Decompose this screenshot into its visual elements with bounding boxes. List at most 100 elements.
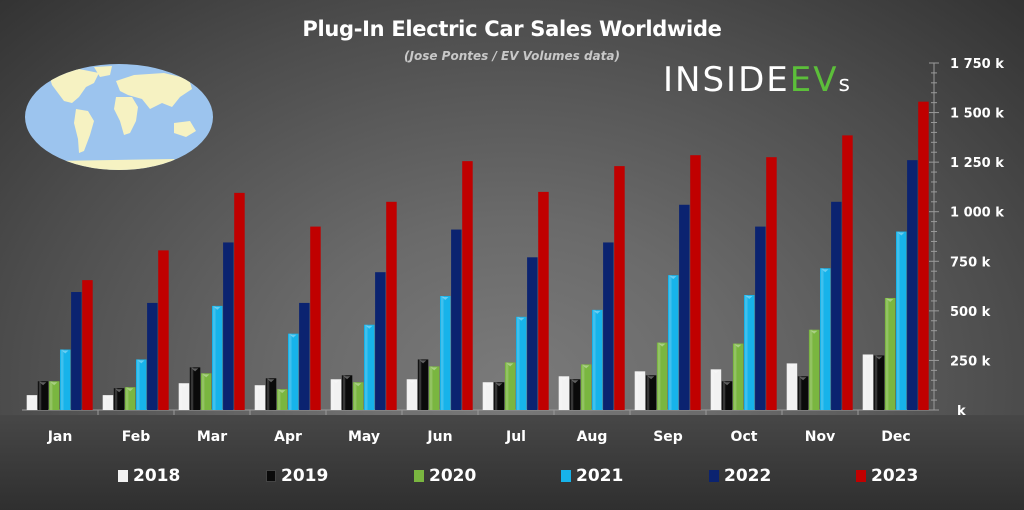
x-tick-label: Feb <box>122 429 151 445</box>
bar-2018-dec <box>862 354 874 410</box>
bar-bevel <box>419 360 427 364</box>
bar-2022-feb <box>147 302 158 410</box>
bar-2018-feb <box>102 395 114 410</box>
bar-2023-sep <box>690 155 701 410</box>
bar-highlight <box>190 367 194 410</box>
map-continents <box>44 66 196 170</box>
bar-bevel <box>408 380 416 384</box>
bar-2018-jun <box>406 379 418 410</box>
bar-2023-aug <box>614 166 625 410</box>
bar-bevel <box>723 382 731 386</box>
x-tick-label: Apr <box>274 429 302 445</box>
bar-highlight <box>342 375 346 410</box>
bar-2021-sep <box>668 275 679 410</box>
bar-highlight <box>722 381 726 410</box>
bar-bevel <box>366 325 373 329</box>
legend-label: 2023 <box>871 466 919 486</box>
world-map-icon <box>25 64 213 170</box>
bar-bevel <box>214 306 221 310</box>
bar-2018-sep <box>634 371 646 410</box>
bar-bevel <box>28 396 36 400</box>
bar-highlight <box>179 383 183 410</box>
bar-2019-may <box>341 375 353 410</box>
bar-2020-oct <box>732 343 744 410</box>
bar-bevel <box>191 368 199 372</box>
bar-2019-oct <box>721 381 733 410</box>
y-tick-label: 500 k <box>950 305 991 320</box>
bar-highlight <box>61 349 64 410</box>
bar-2019-feb <box>113 388 125 410</box>
legend-swatch <box>856 470 866 482</box>
bar-highlight <box>711 369 715 410</box>
bar-2019-aug <box>569 379 581 410</box>
bar-2019-apr <box>265 378 277 410</box>
bar-highlight <box>505 362 509 410</box>
bar-2018-jan <box>26 395 38 410</box>
bar-bevel <box>822 269 829 273</box>
y-tick-label: 250 k <box>950 354 991 369</box>
bar-2022-mar <box>223 242 234 410</box>
bar-highlight <box>517 316 520 410</box>
bar-bevel <box>506 363 514 367</box>
y-tick-label: 1 500 k <box>950 107 1004 122</box>
bar-highlight <box>581 364 585 410</box>
bar-2023-oct <box>766 157 777 410</box>
bar-2020-jan <box>48 381 60 410</box>
bar-2019-mar <box>189 367 201 410</box>
bar-2020-feb <box>124 387 136 410</box>
bar-bevel <box>50 382 58 386</box>
legend-item-2020: 2020 <box>414 466 476 486</box>
bar-2020-jun <box>428 366 440 410</box>
bar-highlight <box>733 343 737 410</box>
bar-2023-jun <box>462 161 473 410</box>
y-tick-label: 1 000 k <box>950 206 1004 221</box>
legend-swatch <box>561 470 571 482</box>
bar-bevel <box>875 356 883 360</box>
bar-2019-sep <box>645 375 657 410</box>
bar-highlight <box>365 324 368 410</box>
bar-highlight <box>201 373 205 410</box>
bar-highlight <box>635 371 639 410</box>
bar-2020-sep <box>656 342 668 410</box>
bar-2021-dec <box>896 231 907 410</box>
bar-bevel <box>571 380 579 384</box>
bar-2020-mar <box>200 373 212 410</box>
bar-2020-aug <box>580 364 592 410</box>
bar-bevel <box>746 295 753 299</box>
bar-bevel <box>886 298 894 302</box>
y-tick-label: k <box>957 404 966 419</box>
bar-highlight <box>745 294 748 410</box>
bar-bevel <box>712 370 720 374</box>
y-tick-label: 1 250 k <box>950 156 1004 171</box>
bar-highlight <box>407 379 411 410</box>
bar-bevel <box>267 379 275 383</box>
logo-text-ev: EV <box>789 60 839 100</box>
bar-highlight <box>897 231 900 410</box>
bar-2021-nov <box>820 268 831 410</box>
bar-highlight <box>646 375 650 410</box>
bar-bevel <box>290 334 297 338</box>
bar-highlight <box>353 382 357 410</box>
bar-2023-may <box>386 201 397 410</box>
bar-2019-jan <box>37 381 49 410</box>
legend-swatch <box>709 470 719 482</box>
y-tick-label: 1 750 k <box>950 57 1004 72</box>
bar-bevel <box>898 232 905 236</box>
bar-bevel <box>594 310 601 314</box>
bar-bevel <box>734 344 742 348</box>
bar-bevel <box>560 377 568 381</box>
bar-2019-jun <box>417 359 429 410</box>
bar-2018-aug <box>558 376 570 410</box>
legend-label: 2019 <box>281 466 329 486</box>
bar-highlight <box>213 305 216 410</box>
bar-2021-jun <box>440 295 451 410</box>
bar-bevel <box>442 296 449 300</box>
bar-highlight <box>38 381 42 410</box>
legend-swatch <box>414 470 424 482</box>
bar-2019-dec <box>873 355 885 410</box>
legend-item-2019: 2019 <box>266 466 328 486</box>
bar-bevel <box>810 330 818 334</box>
x-tick-label: Nov <box>805 429 835 445</box>
bar-2023-jan <box>82 280 93 410</box>
legend-label: 2021 <box>576 466 624 486</box>
